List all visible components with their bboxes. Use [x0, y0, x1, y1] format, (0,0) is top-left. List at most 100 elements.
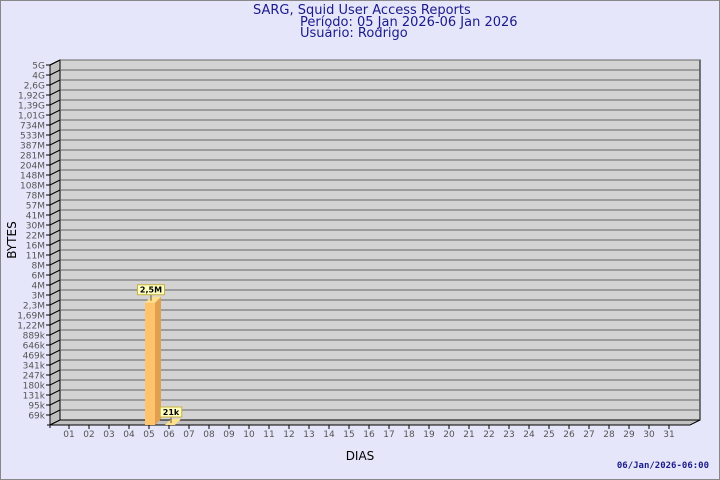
- bar-top-05: [145, 296, 161, 303]
- x-axis-title: DIAS: [346, 449, 375, 463]
- grid-diagonal: [49, 339, 61, 346]
- y-tick-label: 148M: [20, 172, 45, 182]
- x-tick-label: 30: [643, 430, 655, 440]
- y-tick-label: 131k: [23, 392, 46, 402]
- grid-diagonal: [49, 369, 61, 376]
- data-label-box: [137, 284, 165, 296]
- bar-05: [145, 302, 155, 425]
- x-tick-label: 16: [363, 430, 375, 440]
- x-tick-label: 29: [623, 430, 635, 440]
- x-tick-label: 13: [303, 430, 314, 440]
- x-tick-label: 04: [123, 430, 135, 440]
- grid-diagonal: [49, 399, 61, 406]
- grid-diagonal: [49, 229, 61, 236]
- x-tick-label: 09: [223, 430, 235, 440]
- x-tick-label: 03: [103, 430, 114, 440]
- y-tick-label: 95k: [28, 402, 45, 412]
- x-tick-label: 24: [523, 430, 535, 440]
- grid-diagonal: [49, 139, 61, 146]
- chart-user: Usuário: Rodrigo: [300, 26, 408, 41]
- grid-diagonal: [49, 79, 61, 86]
- y-tick-label: 57M: [26, 202, 45, 212]
- x-tick-label: 25: [543, 430, 554, 440]
- y-tick-label: 204M: [20, 162, 45, 172]
- chart-period: Período: 05 Jan 2026-06 Jan 2026: [300, 15, 518, 30]
- grid-diagonal: [49, 69, 61, 76]
- y-tick-label: 16M: [26, 242, 45, 252]
- y-tick-label: 30M: [26, 222, 45, 232]
- y-tick-label: 1,01G: [18, 112, 45, 122]
- grid-diagonal: [49, 319, 61, 326]
- y-tick-label: 180k: [23, 382, 46, 392]
- x-tick-label: 07: [183, 430, 194, 440]
- x-tick-label: 20: [443, 430, 455, 440]
- grid-diagonal: [49, 109, 61, 116]
- grid-diagonal: [49, 159, 61, 166]
- data-label-box: [159, 406, 183, 418]
- grid-diagonal: [49, 199, 61, 206]
- y-tick-label: 2,3M: [23, 302, 45, 312]
- y-tick-label: 108M: [20, 182, 45, 192]
- x-tick-label: 12: [283, 430, 294, 440]
- grid-diagonal: [49, 329, 61, 336]
- grid-diagonal: [49, 389, 61, 396]
- grid-diagonal: [49, 379, 61, 386]
- grid-diagonal: [49, 99, 61, 106]
- grid-diagonal: [49, 119, 61, 126]
- y-tick-label: 78M: [26, 192, 45, 202]
- y-tick-label: 6M: [32, 272, 46, 282]
- grid-diagonal: [49, 169, 61, 176]
- y-tick-label: 247k: [23, 372, 46, 382]
- y-tick-label: 646k: [23, 342, 46, 352]
- x-tick-label: 31: [663, 430, 674, 440]
- grid-diagonal: [49, 309, 61, 316]
- x-tick-label: 19: [423, 430, 435, 440]
- y-tick-label: 1,22M: [17, 322, 45, 332]
- x-tick-label: 11: [263, 430, 274, 440]
- grid-diagonal: [49, 269, 61, 276]
- x-tick-label: 02: [83, 430, 94, 440]
- x-tick-label: 21: [463, 430, 474, 440]
- grid-diagonal: [49, 359, 61, 366]
- x-tick-label: 27: [583, 430, 594, 440]
- y-tick-label: 533M: [20, 132, 45, 142]
- grid-diagonal: [49, 279, 61, 286]
- y-tick-label: 3M: [32, 292, 46, 302]
- x-tick-label: 10: [243, 430, 255, 440]
- grid-diagonal: [49, 289, 61, 296]
- grid-diagonal: [49, 59, 61, 66]
- y-tick-label: 1,69M: [17, 312, 45, 322]
- y-tick-label: 281M: [20, 152, 45, 162]
- y-tick-label: 1,39G: [18, 102, 45, 112]
- y-tick-label: 2,6G: [24, 82, 45, 92]
- y-tick-label: 41M: [26, 212, 45, 222]
- grid-diagonal: [49, 179, 61, 186]
- grid-diagonal: [49, 209, 61, 216]
- grid-diagonal: [49, 89, 61, 96]
- x-tick-label: 14: [323, 430, 335, 440]
- data-label: 21k: [163, 408, 180, 417]
- y-tick-label: 5G: [32, 62, 45, 72]
- y-tick-label: 69k: [28, 412, 45, 422]
- y-tick-label: 11M: [26, 252, 45, 262]
- y-tick-label: 387M: [20, 142, 45, 152]
- data-label: 2,5M: [140, 286, 162, 295]
- grid-diagonal: [49, 409, 61, 416]
- bar-side-05: [155, 296, 161, 425]
- grid-diagonal: [49, 239, 61, 246]
- grid-diagonal: [49, 259, 61, 266]
- y-axis-title: BYTES: [5, 221, 19, 258]
- chart-title: SARG, Squid User Access Reports: [253, 3, 471, 18]
- y-tick-label: 4G: [32, 72, 45, 82]
- report-timestamp: 06/Jan/2026-06:00: [616, 461, 709, 471]
- grid-diagonal: [49, 129, 61, 136]
- grid-diagonal: [49, 219, 61, 226]
- grid-diagonal: [49, 249, 61, 256]
- x-tick-label: 23: [503, 430, 514, 440]
- grid-diagonal: [49, 349, 61, 356]
- y-tick-label: 341k: [23, 362, 46, 372]
- x-tick-label: 28: [603, 430, 615, 440]
- grid-diagonal: [49, 149, 61, 156]
- y-tick-label: 4M: [32, 282, 46, 292]
